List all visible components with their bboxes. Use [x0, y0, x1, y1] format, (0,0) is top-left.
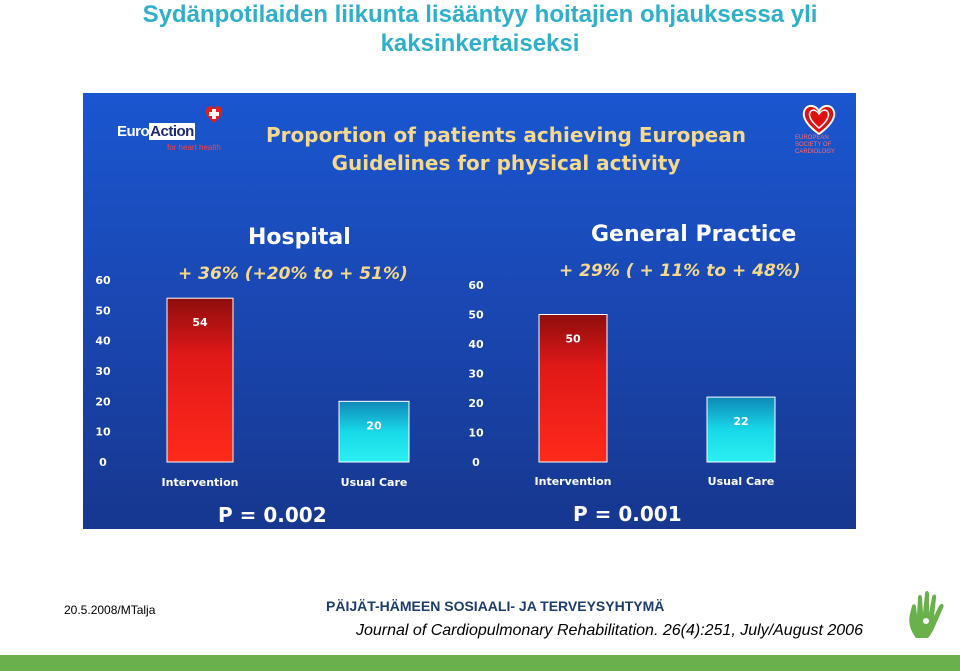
chart-hospital-ytick-60: 60 [95, 274, 111, 287]
chart-hospital-category-1: Usual Care [341, 476, 408, 489]
chart-general-practice-title: General Practice [591, 222, 796, 247]
chart-hospital-ytick-50: 50 [95, 304, 111, 317]
chart-general-practice-p-value: P = 0.001 [573, 502, 682, 526]
esc-logo: EUROPEAN SOCIETY OF CARDIOLOGY [795, 101, 853, 161]
chart-general-practice-ytick-50: 50 [468, 309, 484, 322]
heart-plus-icon [205, 106, 223, 123]
slide-title-line1: Sydänpotilaiden liikunta lisääntyy hoita… [142, 1, 818, 28]
chart-general-practice-ytick-60: 60 [468, 279, 484, 292]
esc-logo-text: EUROPEAN SOCIETY OF CARDIOLOGY [795, 135, 836, 155]
chart-general-practice-ytick-40: 40 [468, 338, 484, 351]
chart-general-practice-data-label-0: 50 [565, 333, 581, 346]
euroaction-tagline: for heart health [167, 143, 221, 152]
chart-hospital-bar-usual-care [338, 400, 410, 463]
chart-main-title-line1: Proportion of patients achieving Europea… [266, 123, 746, 147]
chart-hospital-p-value: P = 0.002 [218, 503, 327, 527]
heart-outline-icon [802, 104, 836, 136]
chart-panel: EuroAction for heart health EUROPEAN SOC… [83, 93, 856, 529]
chart-hospital-data-label-0: 54 [192, 316, 208, 329]
bar-charts: Proportion of patients achieving Europea… [95, 123, 801, 527]
slide-title-line2: kaksinkertaiseksi [380, 30, 580, 57]
chart-general-practice-ytick-0: 0 [472, 456, 480, 469]
euroaction-wordmark-action: Action [149, 123, 195, 140]
chart-general-practice-category-1: Usual Care [708, 475, 775, 488]
chart-hospital-title: Hospital [248, 225, 351, 250]
chart-hospital-ytick-10: 10 [95, 426, 111, 439]
euroaction-wordmark-euro: Euro [117, 123, 150, 140]
chart-hospital-bar-intervention [166, 297, 234, 463]
chart-hospital-subtitle: + 36% (+20% to + 51%) [178, 264, 408, 284]
chart-hospital-ytick-20: 20 [95, 395, 111, 408]
chart-general-practice-category-0: Intervention [535, 475, 612, 488]
chart-general-practice-data-label-1: 22 [733, 415, 748, 428]
chart-general-practice-ytick-20: 20 [468, 397, 484, 410]
chart-hospital-category-0: Intervention [162, 476, 239, 489]
chart-general-practice-bar-intervention [538, 314, 608, 463]
green-hand-icon [909, 591, 944, 638]
chart-main-title-line2: Guidelines for physical activity [332, 151, 681, 175]
chart-hospital-ytick-30: 30 [95, 365, 111, 378]
chart-hospital-data-label-1: 20 [366, 419, 382, 432]
slide-title: Sydänpotilaiden liikunta lisääntyy hoita… [0, 0, 960, 58]
chart-hospital-ytick-0: 0 [99, 456, 107, 469]
euroaction-wordmark: EuroAction [117, 123, 195, 140]
chart-general-practice-bar-usual-care [706, 396, 776, 463]
footer-organization: PÄIJÄT-HÄMEEN SOSIAALI- JA TERVEYSYHTYMÄ [326, 598, 665, 614]
chart-general-practice-ytick-10: 10 [468, 427, 484, 440]
footer-date: 20.5.2008/MTalja [64, 603, 156, 617]
chart-general-practice-subtitle: + 29% ( + 11% to + 48%) [559, 261, 801, 281]
footer-bar [0, 655, 960, 671]
euroaction-logo: EuroAction for heart health [117, 106, 232, 153]
chart-general-practice-ytick-30: 30 [468, 368, 484, 381]
chart-hospital-ytick-40: 40 [95, 335, 111, 348]
footer-journal-citation: Journal of Cardiopulmonary Rehabilitatio… [356, 622, 863, 639]
